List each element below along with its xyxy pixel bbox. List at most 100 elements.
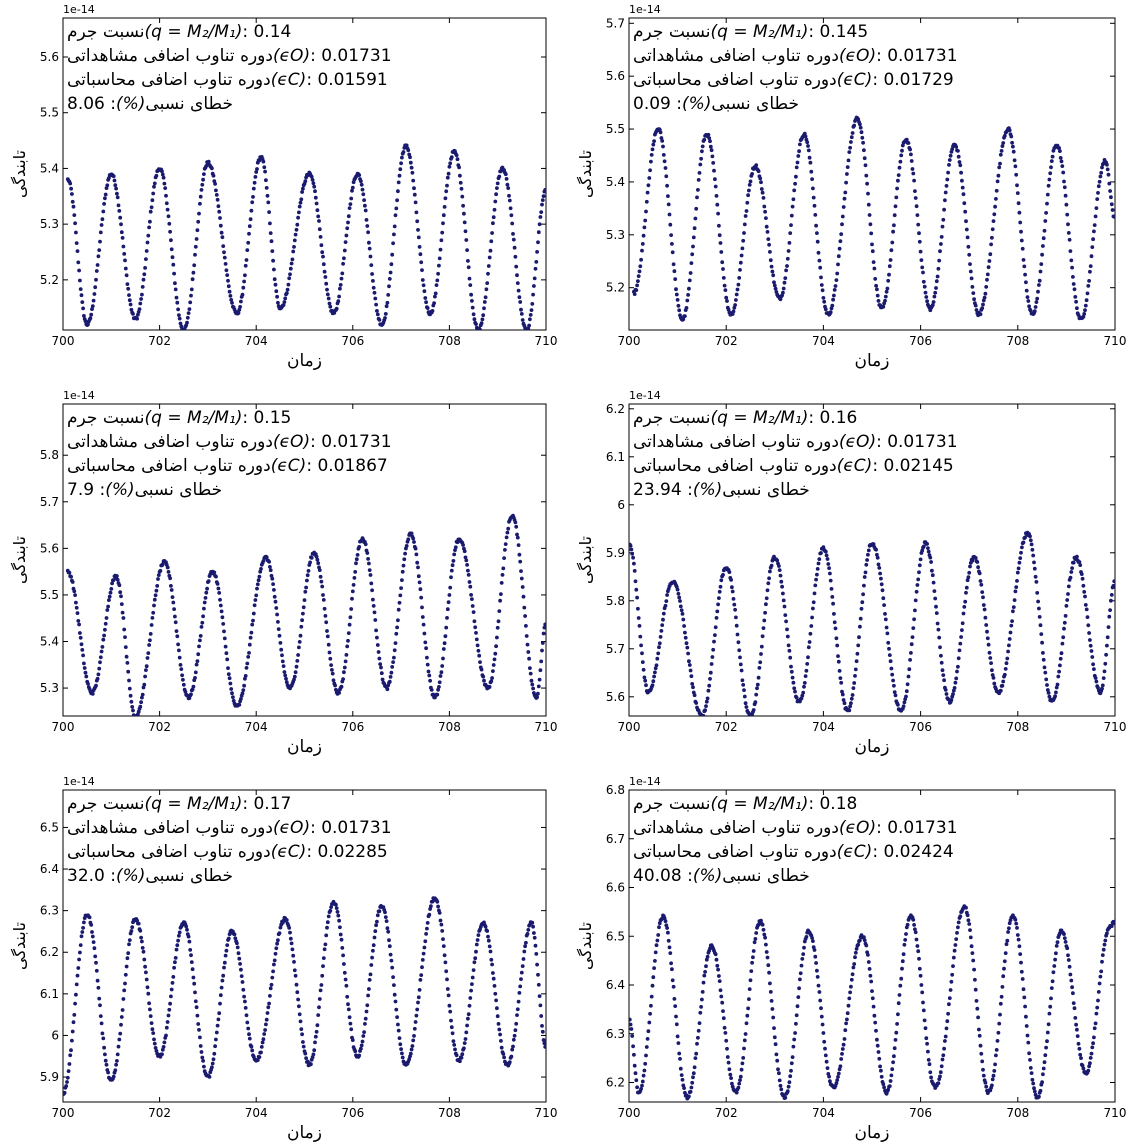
data-point <box>1054 944 1059 948</box>
data-point <box>806 144 810 148</box>
data-point <box>295 222 300 227</box>
annotation-line-1: نسبت جرم(q = M₂/M₁): 0.18 <box>633 794 857 814</box>
annotation-value: : 7.9 <box>67 480 105 500</box>
data-point <box>346 220 350 225</box>
data-point <box>688 271 693 275</box>
data-point <box>207 1075 212 1079</box>
data-point <box>520 318 525 322</box>
data-point <box>769 999 774 1003</box>
annotation-math: (q = M₂/M₁) <box>145 408 243 428</box>
data-point <box>1014 585 1019 589</box>
data-point <box>944 1026 949 1031</box>
data-point <box>342 962 346 966</box>
annotation-line-1: نسبت جرم(q = M₂/M₁): 0.16 <box>633 408 857 428</box>
data-point <box>815 231 819 236</box>
data-point <box>515 532 519 537</box>
data-point <box>1105 643 1109 648</box>
data-point <box>389 670 394 675</box>
data-point <box>246 1026 251 1031</box>
data-point <box>813 213 818 217</box>
annotation-math: (ϵC) <box>837 70 873 90</box>
data-point <box>942 1046 946 1051</box>
data-point <box>337 294 341 299</box>
data-point <box>1092 667 1096 671</box>
data-point <box>372 290 377 295</box>
data-point <box>152 1037 156 1042</box>
x-tick-label: 700 <box>52 720 75 734</box>
data-point <box>745 1013 750 1018</box>
data-point <box>890 672 895 677</box>
x-tick-label: 708 <box>438 720 461 734</box>
data-point <box>349 1027 354 1032</box>
data-point <box>1028 534 1032 539</box>
data-point <box>98 1014 103 1018</box>
data-point <box>119 602 124 606</box>
data-point <box>395 198 399 203</box>
data-point <box>711 647 716 652</box>
data-point <box>127 298 132 303</box>
data-point <box>424 300 428 305</box>
data-point <box>739 1067 744 1072</box>
data-point <box>238 305 243 309</box>
data-point <box>371 604 376 608</box>
data-point <box>1071 1001 1076 1005</box>
data-point <box>417 580 422 585</box>
data-point <box>717 596 721 600</box>
data-point <box>810 936 814 940</box>
data-point <box>101 637 106 642</box>
data-point <box>364 218 369 222</box>
data-point <box>264 1017 269 1022</box>
data-point <box>963 599 968 604</box>
data-point <box>986 642 991 647</box>
data-point <box>227 289 232 294</box>
data-point <box>519 307 523 312</box>
data-point <box>285 287 290 292</box>
data-point <box>828 578 833 583</box>
data-point <box>691 1075 695 1080</box>
data-point <box>1013 164 1018 169</box>
data-point <box>704 704 708 708</box>
data-point <box>846 1003 851 1008</box>
data-point <box>90 930 94 934</box>
data-point <box>793 1031 797 1035</box>
data-point <box>73 1001 77 1006</box>
data-point <box>439 670 444 675</box>
data-point <box>160 1052 164 1057</box>
data-point <box>980 306 985 310</box>
data-point <box>854 947 859 951</box>
data-point <box>828 310 833 315</box>
plot-area <box>628 17 1116 331</box>
data-point <box>299 1027 304 1031</box>
data-point <box>736 1085 741 1090</box>
data-point <box>516 999 521 1004</box>
data-point <box>419 973 424 977</box>
annotation-line-4: خطای نسبی(%): 32.0 <box>67 866 233 886</box>
data-point <box>1029 542 1034 547</box>
data-point <box>437 256 442 261</box>
data-point <box>871 260 876 264</box>
data-point <box>364 1009 369 1014</box>
data-point <box>324 281 329 286</box>
data-point <box>66 1069 71 1073</box>
data-point <box>1057 146 1061 150</box>
data-point <box>924 295 929 299</box>
data-point <box>311 1052 316 1057</box>
data-point <box>244 258 249 262</box>
data-point <box>818 998 823 1003</box>
data-point <box>105 183 110 188</box>
data-point <box>930 303 935 307</box>
data-point <box>815 968 819 973</box>
data-point <box>503 548 507 552</box>
y-tick-label: 6.4 <box>40 862 59 876</box>
data-point <box>795 1004 800 1009</box>
data-point <box>781 591 785 596</box>
annotation-math: (q = M₂/M₁) <box>711 22 809 42</box>
data-point <box>123 645 128 649</box>
data-point <box>445 987 450 991</box>
data-point <box>362 1030 366 1034</box>
data-point <box>96 672 101 677</box>
data-point <box>186 934 191 939</box>
data-point <box>471 312 476 317</box>
data-point <box>97 248 102 253</box>
data-point <box>981 595 985 600</box>
